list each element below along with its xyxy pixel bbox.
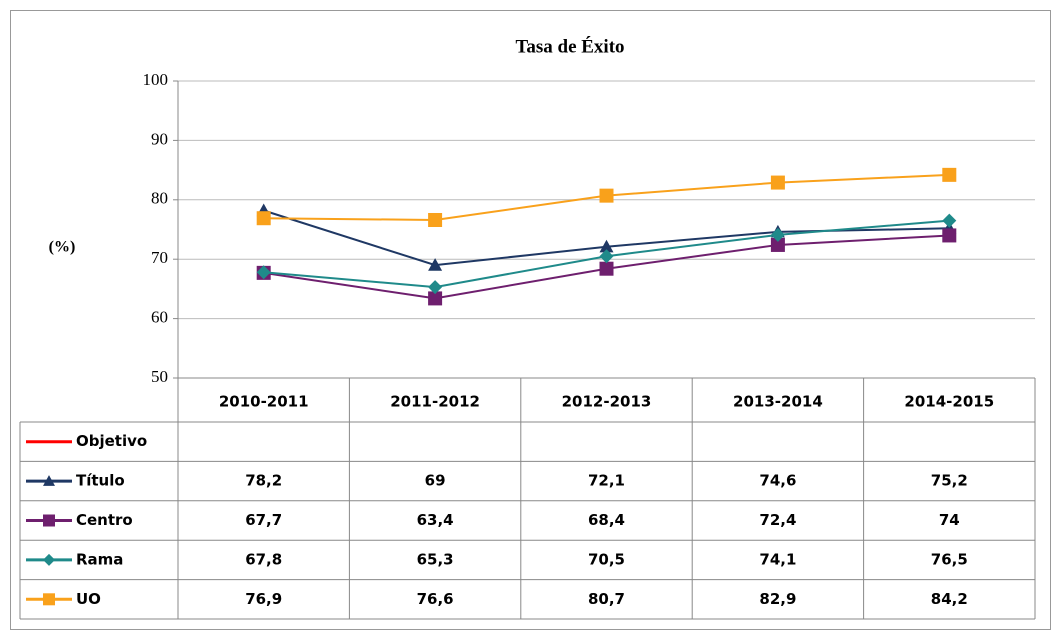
marker [942, 213, 957, 228]
marker [43, 514, 55, 527]
table-value: 82,9 [759, 590, 796, 608]
marker [599, 188, 614, 203]
y-tick-label: 50 [151, 367, 168, 386]
x-tick-label: 2010-2011 [219, 393, 309, 411]
marker [428, 291, 443, 306]
y-axis-label: (%) [49, 239, 76, 256]
marker [428, 212, 443, 227]
table-value: 75,2 [931, 472, 968, 490]
x-tick-label: 2012-2013 [562, 393, 652, 411]
table-value: 74,6 [759, 472, 796, 490]
marker [942, 167, 957, 182]
chart-border [10, 10, 1051, 630]
marker [428, 258, 443, 271]
table-value: 76,5 [931, 550, 968, 568]
y-tick-label: 80 [151, 189, 168, 208]
table-value: 76,6 [417, 590, 454, 608]
legend-label: Rama [76, 550, 123, 568]
marker [428, 280, 443, 295]
marker [256, 265, 271, 280]
table-value: 65,3 [417, 550, 454, 568]
table-value: 84,2 [931, 590, 968, 608]
y-tick-label: 90 [151, 129, 168, 148]
legend-label: Centro [76, 511, 133, 529]
y-tick-label: 60 [151, 308, 168, 327]
x-tick-label: 2011-2012 [390, 393, 480, 411]
marker [43, 593, 55, 606]
table-value: 70,5 [588, 550, 625, 568]
table-value: 67,8 [245, 550, 282, 568]
marker [942, 228, 957, 243]
table-value: 74 [939, 511, 960, 529]
marker [770, 227, 785, 242]
table-value: 63,4 [417, 511, 454, 529]
x-tick-label: 2013-2014 [733, 393, 823, 411]
table-value: 72,1 [588, 472, 625, 490]
table-value: 68,4 [588, 511, 625, 529]
y-tick-label: 70 [151, 248, 168, 267]
marker [43, 553, 55, 566]
table-value: 72,4 [759, 511, 796, 529]
marker [599, 249, 614, 264]
legend-label: Objetivo [76, 432, 147, 450]
table-value: 74,1 [759, 550, 796, 568]
marker [256, 211, 271, 226]
x-tick-label: 2014-2015 [904, 393, 994, 411]
marker [770, 237, 785, 252]
table-value: 78,2 [245, 472, 282, 490]
marker [43, 475, 55, 486]
legend-label: UO [76, 590, 101, 608]
table-value: 76,9 [245, 590, 282, 608]
table-value: 69 [425, 472, 446, 490]
marker [599, 261, 614, 276]
y-tick-label: 100 [143, 70, 169, 89]
marker [770, 175, 785, 190]
chart-title: Tasa de Éxito [515, 35, 624, 57]
legend-label: Título [76, 472, 125, 490]
table-value: 67,7 [245, 511, 282, 529]
marker [599, 239, 614, 253]
table-value: 80,7 [588, 590, 625, 608]
